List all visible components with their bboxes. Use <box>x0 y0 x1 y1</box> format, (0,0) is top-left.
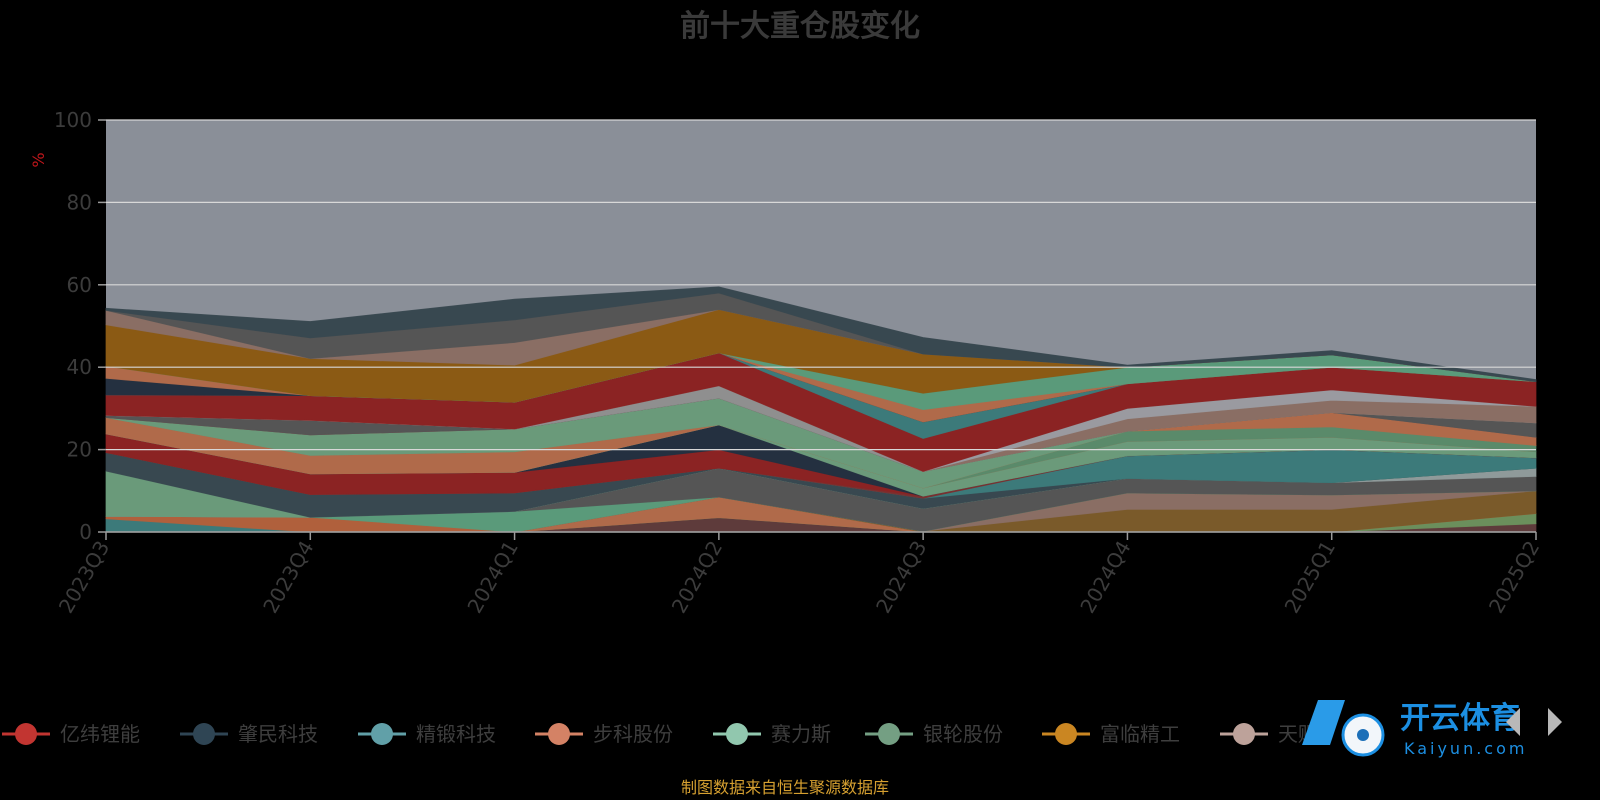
y-tick-label: 80 <box>67 190 92 214</box>
area-series-35 <box>105 286 1537 383</box>
legend-marker-icon <box>193 723 215 745</box>
legend-pager[interactable] <box>1506 708 1562 736</box>
legend-item[interactable]: 赛力斯 <box>713 722 831 746</box>
watermark-brand-en: Kaiyun.com <box>1404 739 1527 758</box>
y-axis: 0 20 40 60 80 100 <box>54 108 106 544</box>
legend[interactable]: 亿纬锂能 肇民科技 精锻科技 步科股份 赛力斯 银轮股份 富临精工 天赐 <box>2 722 1318 746</box>
legend-marker-icon <box>371 723 393 745</box>
legend-label: 赛力斯 <box>771 722 831 746</box>
chart-title: 前十大重仓股变化 <box>680 9 920 44</box>
legend-marker-icon <box>1055 723 1077 745</box>
legend-marker-icon <box>1233 723 1255 745</box>
legend-item[interactable]: 步科股份 <box>535 722 673 746</box>
x-tick-label: 2024Q1 <box>462 537 522 618</box>
logo-k-stroke <box>1302 700 1345 745</box>
legend-label: 步科股份 <box>593 722 673 746</box>
legend-label: 精锻科技 <box>416 722 496 746</box>
legend-item[interactable]: 亿纬锂能 <box>2 722 140 746</box>
watermark-logo: 开云体育 Kaiyun.com <box>1302 700 1527 758</box>
legend-item[interactable]: 肇民科技 <box>180 722 318 746</box>
x-tick-label: 2024Q2 <box>667 537 727 618</box>
watermark-brand: 开云体育 <box>1400 701 1520 736</box>
x-tick-label: 2023Q4 <box>258 537 318 618</box>
legend-label: 亿纬锂能 <box>60 722 140 746</box>
legend-item[interactable]: 富临精工 <box>1042 722 1180 746</box>
y-tick-label: 20 <box>67 438 92 462</box>
x-tick-label: 2024Q3 <box>871 537 931 618</box>
y-tick-label: 0 <box>79 520 92 544</box>
legend-label: 银轮股份 <box>923 722 1003 746</box>
legend-next-icon[interactable] <box>1548 708 1562 736</box>
x-axis: 2023Q3 2023Q4 2024Q1 2024Q2 2024Q3 2024Q4 2025… <box>54 531 1544 618</box>
x-tick-label: 2025Q2 <box>1484 537 1544 618</box>
x-tick-label: 2025Q1 <box>1280 537 1340 618</box>
x-tick-label: 2023Q3 <box>54 537 114 618</box>
data-source-note: 制图数据来自恒生聚源数据库 <box>681 778 889 797</box>
legend-marker-icon <box>726 723 748 745</box>
legend-item[interactable]: 银轮股份 <box>865 722 1003 746</box>
x-tick-label: 2024Q4 <box>1075 537 1135 618</box>
legend-marker-icon <box>15 723 37 745</box>
y-tick-label: 40 <box>67 355 92 379</box>
legend-marker-icon <box>548 723 570 745</box>
legend-prev-icon[interactable] <box>1506 708 1520 736</box>
legend-item[interactable]: 精锻科技 <box>358 722 496 746</box>
y-axis-unit: % <box>29 152 48 167</box>
legend-label: 富临精工 <box>1100 722 1180 746</box>
y-tick-label: 60 <box>67 273 92 297</box>
legend-marker-icon <box>878 723 900 745</box>
legend-label: 肇民科技 <box>238 722 318 746</box>
y-tick-label: 100 <box>54 108 92 132</box>
